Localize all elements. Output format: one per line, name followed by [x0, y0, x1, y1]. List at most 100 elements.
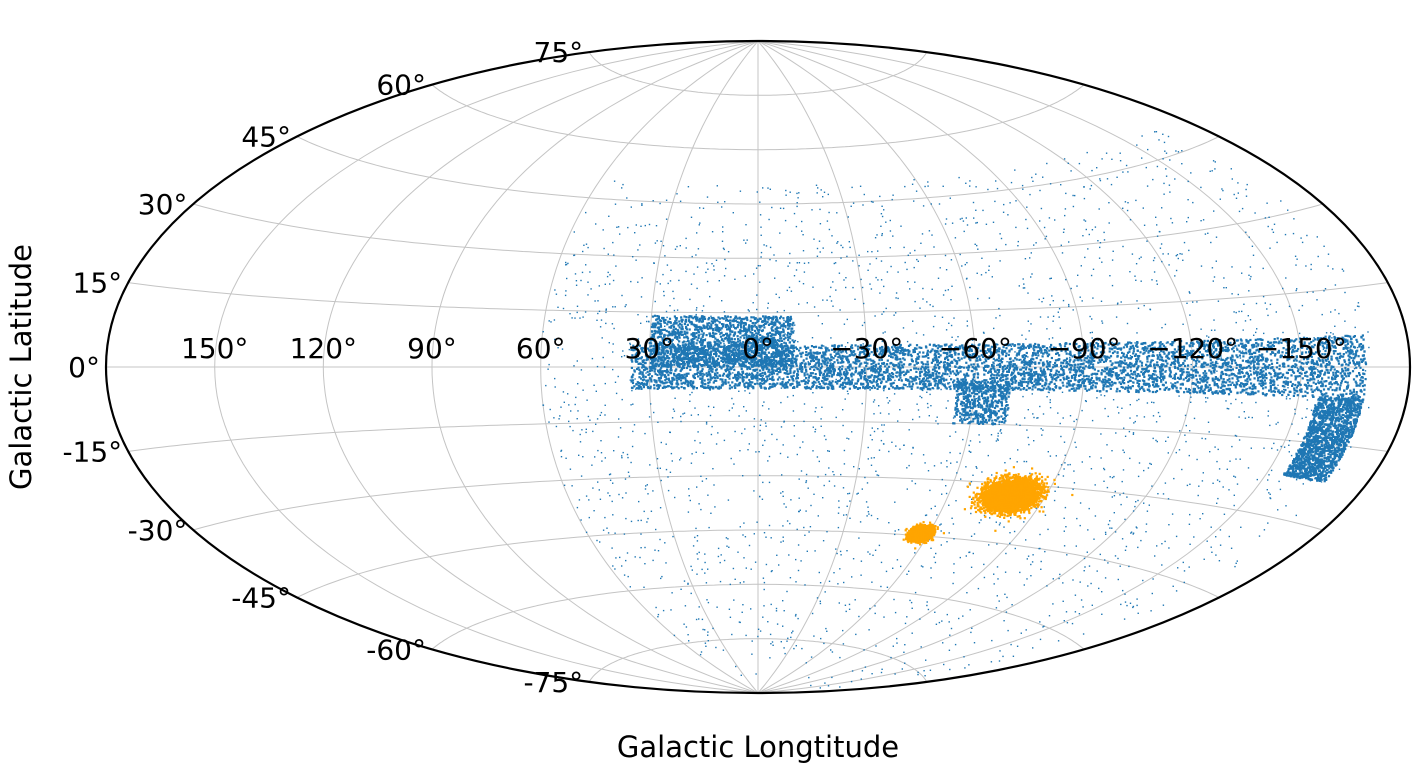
data-point [843, 378, 846, 381]
data-point [956, 360, 959, 363]
data-point [817, 364, 820, 367]
data-point [1347, 359, 1350, 362]
data-point [1269, 341, 1273, 344]
data-point [1196, 391, 1199, 394]
data-point [1286, 359, 1289, 362]
data-point [1278, 391, 1281, 394]
data-point [1000, 373, 1003, 377]
data-point [661, 380, 664, 383]
data-point [1245, 391, 1248, 394]
data-point [893, 368, 896, 371]
data-point [1128, 350, 1131, 353]
data-point [1213, 368, 1216, 371]
data-point [874, 370, 877, 373]
data-point [869, 380, 872, 383]
data-point [1030, 368, 1033, 371]
data-point [792, 374, 795, 377]
data-point [1077, 368, 1081, 371]
data-point [1268, 389, 1271, 392]
data-point [1149, 361, 1152, 364]
data-point [1173, 362, 1176, 365]
data-point [1297, 368, 1300, 371]
data-point [995, 374, 998, 377]
data-point [1140, 364, 1143, 367]
data-point [1278, 340, 1281, 343]
data-point [644, 361, 647, 365]
data-point [1063, 365, 1066, 368]
data-point [1164, 365, 1167, 368]
data-point [1282, 365, 1285, 368]
data-point [911, 377, 914, 380]
data-point [809, 349, 812, 352]
data-point [880, 380, 883, 383]
data-point [1262, 387, 1265, 390]
data-point [923, 369, 926, 372]
data-point [1337, 360, 1340, 363]
data-point [1269, 388, 1272, 391]
data-point [1110, 369, 1113, 373]
data-point [1191, 374, 1194, 377]
data-point [792, 350, 796, 353]
data-point [1317, 374, 1320, 377]
data-point [653, 384, 656, 387]
data-point [1234, 344, 1237, 348]
data-point [1347, 374, 1350, 378]
data-point [898, 374, 901, 377]
data-point [1027, 378, 1030, 381]
data-point [734, 374, 737, 377]
data-point [1339, 384, 1342, 387]
data-point [759, 374, 763, 377]
data-point [1034, 353, 1037, 356]
data-point [989, 377, 992, 380]
data-point [692, 380, 695, 383]
data-point [882, 387, 885, 390]
data-point [767, 375, 770, 378]
data-point [856, 345, 860, 348]
data-point [707, 378, 710, 381]
data-point [1058, 373, 1062, 376]
data-point [737, 375, 740, 378]
data-point [1340, 382, 1343, 385]
data-point [977, 373, 980, 376]
data-point [810, 357, 813, 360]
data-point [1202, 372, 1205, 375]
data-point [1319, 372, 1322, 375]
data-point [1135, 362, 1138, 366]
data-point [854, 353, 857, 356]
data-point [901, 366, 905, 369]
data-point [762, 368, 765, 371]
data-point [1131, 385, 1134, 388]
data-point [1046, 368, 1049, 371]
data-point [1317, 375, 1320, 378]
data-point [976, 359, 979, 362]
data-point [1269, 384, 1272, 387]
data-point [633, 385, 636, 388]
data-point [1137, 358, 1140, 361]
data-point [825, 357, 828, 360]
data-point [1038, 388, 1041, 391]
data-point [1160, 380, 1163, 383]
data-point [1106, 372, 1109, 375]
data-point [841, 357, 844, 360]
data-point [1016, 387, 1020, 390]
data-point [1005, 366, 1009, 369]
data-point [894, 344, 897, 347]
data-point [910, 358, 913, 361]
data-point [1350, 337, 1353, 341]
data-point [820, 362, 823, 366]
data-point [913, 364, 916, 367]
data-point [1090, 350, 1093, 353]
data-point [1155, 380, 1158, 383]
data-point [989, 371, 992, 374]
data-point [1288, 368, 1292, 371]
data-point [841, 386, 844, 389]
data-point [1125, 374, 1128, 377]
data-point [1329, 347, 1332, 350]
data-point [1332, 373, 1335, 377]
data-point [1251, 355, 1254, 358]
data-point [1166, 362, 1169, 365]
data-point [1177, 358, 1180, 362]
data-point [730, 367, 733, 370]
data-point [811, 356, 815, 359]
data-point [1023, 357, 1026, 360]
